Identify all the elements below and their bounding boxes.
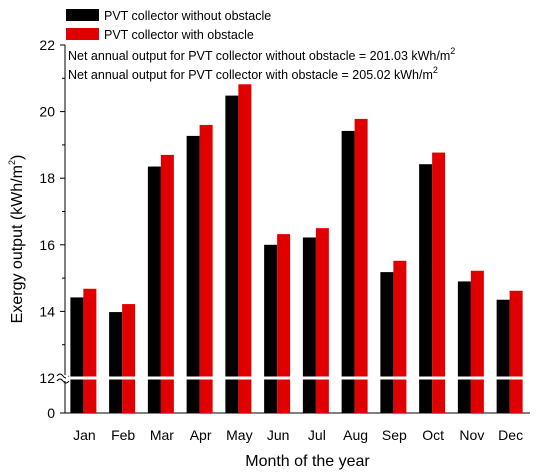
x-tick-label: Sep — [382, 427, 407, 443]
x-tick-label: Aug — [343, 427, 368, 443]
x-axis-title: Month of the year — [245, 453, 370, 470]
bar-with-obstacle-aug — [354, 118, 368, 414]
y-tick-label: 20 — [39, 104, 55, 120]
bar-with-obstacle-jul — [315, 228, 329, 413]
bar-without-obstacle-nov — [457, 281, 471, 413]
bar-without-obstacle-aug — [341, 130, 355, 413]
net-annual-output-annotation: Net annual output for PVT collector with… — [68, 65, 438, 82]
bar-without-obstacle-dec — [496, 299, 510, 413]
legend-label: PVT collector with obstacle — [104, 28, 254, 42]
bar-with-obstacle-jan — [83, 288, 97, 413]
bar-with-obstacle-oct — [432, 152, 446, 413]
legend-swatch-without-obstacle — [66, 9, 99, 21]
bar-with-obstacle-dec — [509, 290, 523, 413]
x-tick-label: Feb — [111, 427, 135, 443]
axis-break-squiggle — [56, 378, 70, 384]
x-tick-label: Jun — [267, 427, 290, 443]
net-annual-output-annotation: Net annual output for PVT collector with… — [68, 46, 455, 63]
bar-without-obstacle-jan — [70, 297, 84, 413]
bar-with-obstacle-apr — [199, 124, 213, 414]
bar-with-obstacle-may — [238, 84, 252, 413]
y-tick-label: 0 — [47, 405, 55, 421]
bar-with-obstacle-feb — [122, 304, 136, 413]
bar-with-obstacle-jun — [277, 234, 291, 413]
y-tick-label: 12 — [39, 370, 55, 386]
bar-with-obstacle-sep — [393, 260, 407, 413]
bar-without-obstacle-jun — [264, 244, 278, 413]
bar-without-obstacle-sep — [380, 272, 394, 413]
x-tick-label: Oct — [422, 427, 444, 443]
x-tick-label: Jan — [73, 427, 96, 443]
y-tick-label: 22 — [39, 37, 55, 53]
bar-without-obstacle-may — [225, 95, 239, 413]
legend-label: PVT collector without obstacle — [104, 9, 271, 23]
bar-without-obstacle-oct — [419, 164, 433, 413]
bar-with-obstacle-nov — [470, 270, 484, 413]
bar-without-obstacle-feb — [109, 312, 123, 413]
legend-swatch-with-obstacle — [66, 28, 99, 40]
y-tick-label: 14 — [39, 303, 55, 319]
x-tick-label: Dec — [498, 427, 523, 443]
bar-without-obstacle-jul — [302, 237, 316, 413]
y-tick-label: 18 — [39, 170, 55, 186]
x-tick-label: Jul — [308, 427, 326, 443]
bar-without-obstacle-mar — [147, 166, 161, 413]
x-tick-label: Nov — [459, 427, 484, 443]
bar-without-obstacle-apr — [186, 135, 200, 413]
plot-break-band — [66, 376, 530, 380]
bar-with-obstacle-mar — [160, 154, 174, 413]
x-tick-label: May — [226, 427, 252, 443]
x-tick-label: Apr — [190, 427, 212, 443]
x-tick-label: Mar — [150, 427, 174, 443]
y-tick-label: 16 — [39, 237, 55, 253]
y-axis-title: Exergy output (kWh/m2) — [7, 155, 26, 324]
